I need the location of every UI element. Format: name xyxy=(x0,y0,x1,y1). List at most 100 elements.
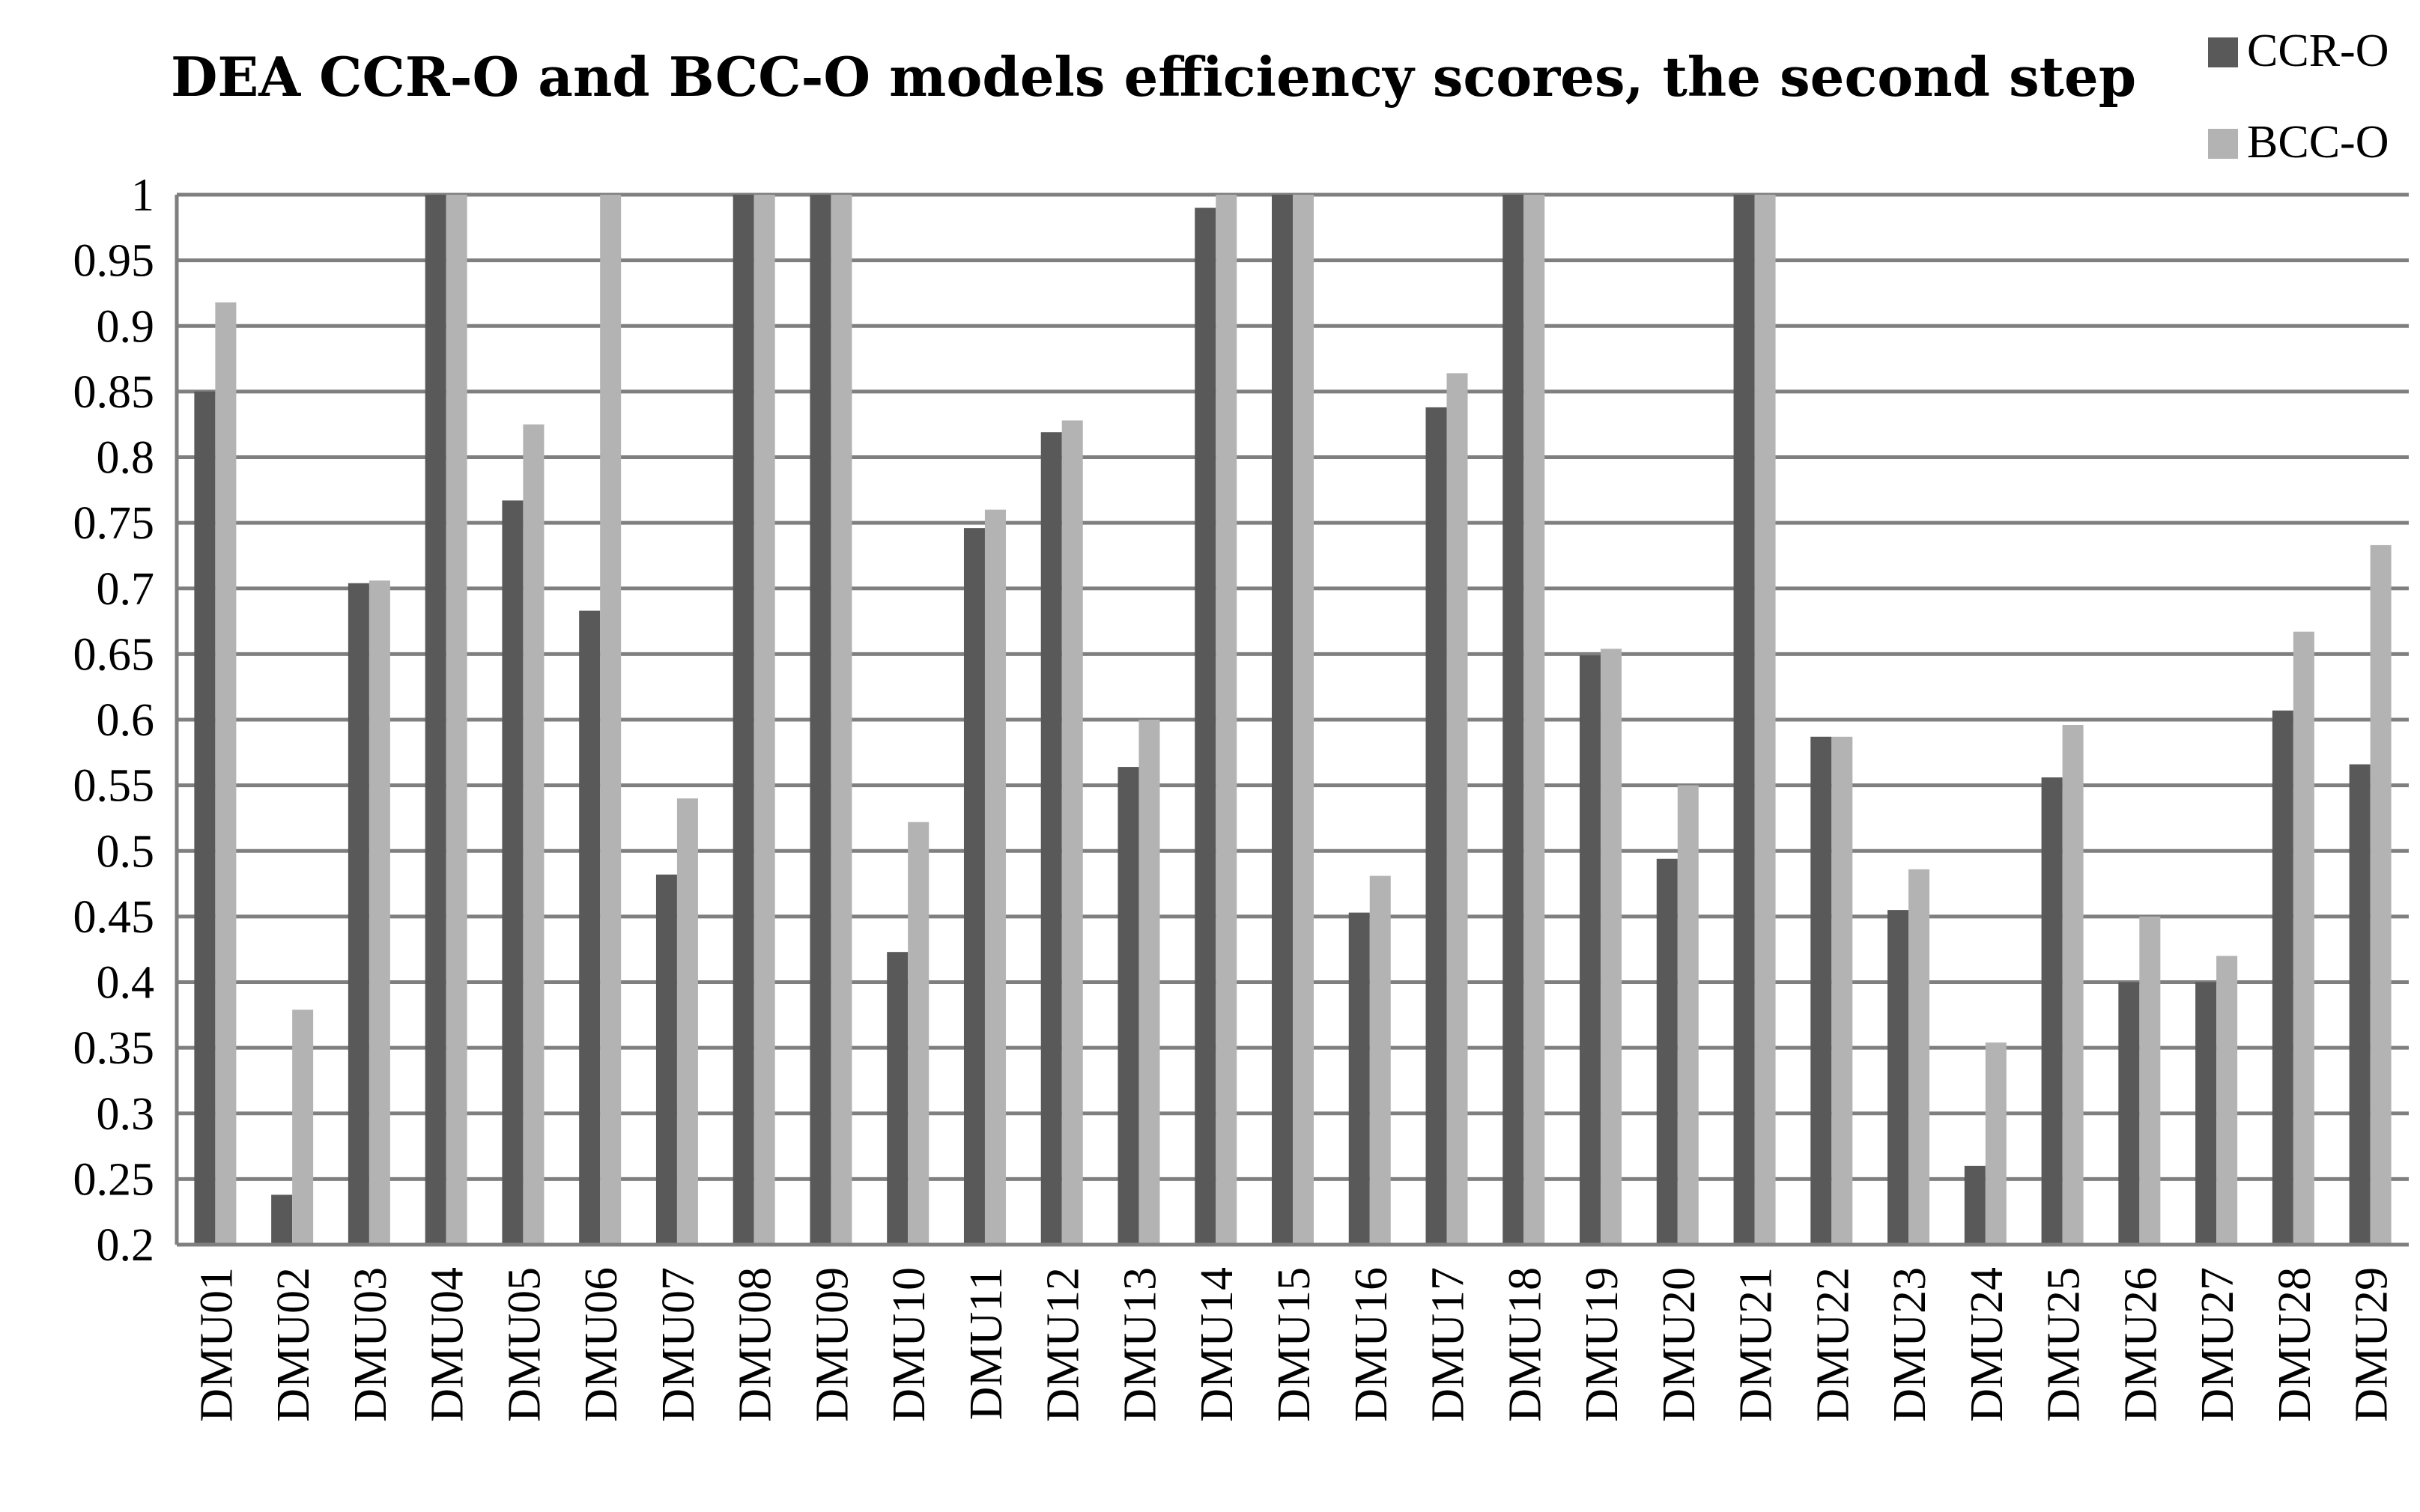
x-axis-labels: DMU01 DMU02 DMU03 DMU04 DMU05 DMU06 DMU07 DMU08… xyxy=(191,1267,2397,1422)
y-tick-label: 0.4 xyxy=(97,958,155,1009)
axes xyxy=(175,195,2409,1247)
x-tick-label: DMU19 xyxy=(1577,1267,1628,1422)
x-tick-label: DMU20 xyxy=(1654,1267,1705,1422)
x-tick-label: DMU16 xyxy=(1346,1267,1397,1422)
x-tick-label: DMU09 xyxy=(807,1267,858,1422)
bar-ccr-o-dmu11 xyxy=(963,528,985,1245)
bar-bcc-o-dmu09 xyxy=(831,195,852,1245)
x-tick-label: DMU26 xyxy=(2115,1267,2166,1422)
bar-bcc-o-dmu18 xyxy=(1523,195,1545,1245)
bar-ccr-o-dmu01 xyxy=(194,391,216,1245)
bar-bcc-o-dmu07 xyxy=(676,798,698,1245)
x-tick-label: DMU13 xyxy=(1115,1267,1165,1422)
bar-bcc-o-dmu24 xyxy=(1985,1042,2007,1245)
bar-bcc-o-dmu21 xyxy=(1754,195,1776,1245)
bar-ccr-o-dmu10 xyxy=(887,952,909,1245)
bar-bcc-o-dmu19 xyxy=(1601,649,1622,1245)
x-tick-label: DMU27 xyxy=(2192,1267,2243,1422)
x-tick-label: DMU04 xyxy=(422,1267,473,1422)
bar-ccr-o-dmu22 xyxy=(1810,736,1832,1245)
bar-bcc-o-dmu05 xyxy=(523,424,545,1245)
bar-ccr-o-dmu03 xyxy=(348,583,369,1245)
bar-bcc-o-dmu20 xyxy=(1677,785,1699,1245)
bar-bcc-o-dmu12 xyxy=(1061,420,1083,1245)
bars xyxy=(194,195,2392,1245)
x-tick-label: DMU05 xyxy=(499,1267,550,1422)
legend-label-ccr-o: CCR-O xyxy=(2247,25,2389,76)
bar-ccr-o-dmu18 xyxy=(1502,195,1524,1245)
legend-label-bcc-o: BCC-O xyxy=(2247,117,2389,168)
bar-ccr-o-dmu24 xyxy=(1964,1165,1986,1245)
x-tick-label: DMU02 xyxy=(268,1267,319,1422)
bar-ccr-o-dmu17 xyxy=(1425,407,1447,1245)
y-tick-label: 1 xyxy=(131,170,154,221)
bar-bcc-o-dmu27 xyxy=(2216,956,2238,1245)
bar-bcc-o-dmu29 xyxy=(2370,544,2392,1245)
x-tick-label: DMU17 xyxy=(1423,1267,1474,1422)
bar-bcc-o-dmu17 xyxy=(1446,373,1468,1245)
bar-ccr-o-dmu12 xyxy=(1040,432,1062,1245)
bar-ccr-o-dmu02 xyxy=(271,1194,293,1245)
x-tick-label: DMU28 xyxy=(2269,1267,2320,1422)
bar-ccr-o-dmu05 xyxy=(502,500,524,1245)
legend-swatch-bcc-o xyxy=(2208,129,2238,159)
bar-bcc-o-dmu04 xyxy=(446,195,467,1245)
y-tick-label: 0.8 xyxy=(97,433,155,484)
y-tick-label: 0.35 xyxy=(73,1023,155,1074)
x-tick-label: DMU23 xyxy=(1884,1267,1935,1422)
x-tick-label: DMU08 xyxy=(730,1267,781,1422)
bar-bcc-o-dmu16 xyxy=(1369,875,1391,1245)
y-tick-label: 0.3 xyxy=(97,1089,155,1140)
bar-ccr-o-dmu08 xyxy=(733,195,754,1245)
bar-ccr-o-dmu26 xyxy=(2118,982,2140,1245)
bar-bcc-o-dmu28 xyxy=(2293,631,2314,1245)
y-tick-label: 0.5 xyxy=(97,826,155,877)
bar-ccr-o-dmu15 xyxy=(1272,195,1293,1245)
y-tick-label: 0.25 xyxy=(73,1154,155,1205)
bar-bcc-o-dmu23 xyxy=(1908,869,1930,1245)
bar-ccr-o-dmu07 xyxy=(655,874,677,1245)
bar-bcc-o-dmu13 xyxy=(1138,720,1160,1245)
bar-ccr-o-dmu27 xyxy=(2195,982,2217,1245)
bar-bcc-o-dmu02 xyxy=(292,1009,314,1245)
bar-bcc-o-dmu22 xyxy=(1831,736,1853,1245)
y-tick-label: 0.65 xyxy=(73,629,155,680)
bar-bcc-o-dmu06 xyxy=(600,195,622,1245)
x-tick-label: DMU24 xyxy=(1962,1267,2013,1422)
x-tick-label: DMU11 xyxy=(961,1267,1012,1420)
x-tick-label: DMU25 xyxy=(2039,1267,2090,1422)
x-tick-label: DMU29 xyxy=(2347,1267,2398,1422)
bar-bcc-o-dmu11 xyxy=(984,509,1006,1245)
bar-ccr-o-dmu14 xyxy=(1195,207,1216,1245)
y-tick-label: 0.9 xyxy=(97,301,155,352)
bar-bcc-o-dmu03 xyxy=(369,580,390,1245)
bar-bcc-o-dmu26 xyxy=(2139,916,2161,1245)
y-tick-label: 0.7 xyxy=(97,564,155,615)
legend: CCR-O BCC-O xyxy=(2208,25,2389,168)
y-tick-label: 0.95 xyxy=(73,236,155,287)
x-tick-label: DMU06 xyxy=(576,1267,627,1422)
bar-ccr-o-dmu21 xyxy=(1733,195,1755,1245)
y-tick-label: 0.55 xyxy=(73,761,155,812)
x-tick-label: DMU07 xyxy=(653,1267,704,1422)
y-axis-ticks: 0.2 0.25 0.3 0.35 0.4 0.45 0.5 0.55 0.6 0.65 0.7 0.… xyxy=(73,170,155,1271)
bar-ccr-o-dmu29 xyxy=(2349,764,2371,1245)
bar-ccr-o-dmu04 xyxy=(425,195,446,1245)
bar-ccr-o-dmu28 xyxy=(2272,710,2293,1245)
bar-ccr-o-dmu16 xyxy=(1348,912,1370,1245)
bar-bcc-o-dmu25 xyxy=(2062,725,2084,1245)
bar-ccr-o-dmu19 xyxy=(1580,655,1601,1245)
bar-ccr-o-dmu09 xyxy=(810,195,831,1245)
x-tick-label: DMU12 xyxy=(1038,1267,1089,1422)
bar-bcc-o-dmu08 xyxy=(753,195,775,1245)
bar-ccr-o-dmu06 xyxy=(579,610,601,1245)
x-tick-label: DMU10 xyxy=(884,1267,935,1422)
x-tick-label: DMU03 xyxy=(345,1267,396,1422)
x-tick-label: DMU01 xyxy=(191,1267,242,1422)
y-tick-label: 0.6 xyxy=(97,695,155,746)
bar-bcc-o-dmu01 xyxy=(215,302,237,1245)
y-tick-label: 0.45 xyxy=(73,892,155,943)
legend-swatch-ccr-o xyxy=(2208,37,2238,67)
x-tick-label: DMU21 xyxy=(1731,1267,1782,1422)
